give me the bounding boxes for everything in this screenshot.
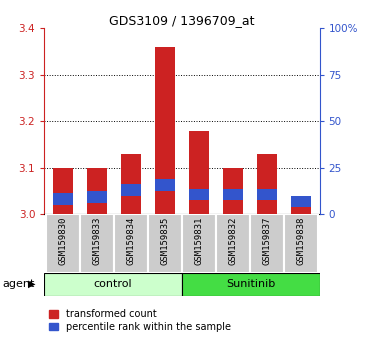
Bar bbox=[121, 154, 141, 214]
Bar bbox=[189, 189, 209, 200]
Bar bbox=[44, 273, 182, 296]
Bar bbox=[155, 47, 175, 214]
Text: Sunitinib: Sunitinib bbox=[226, 279, 275, 289]
Bar bbox=[46, 214, 80, 273]
Bar bbox=[121, 184, 141, 196]
Bar bbox=[250, 214, 284, 273]
Text: GSM159838: GSM159838 bbox=[296, 217, 305, 266]
Bar bbox=[53, 193, 73, 205]
Bar bbox=[223, 189, 243, 200]
Text: GSM159830: GSM159830 bbox=[59, 217, 67, 266]
Bar bbox=[284, 214, 318, 273]
Text: GSM159835: GSM159835 bbox=[161, 217, 169, 266]
Bar bbox=[87, 168, 107, 214]
Bar bbox=[80, 214, 114, 273]
Bar bbox=[114, 214, 148, 273]
Bar bbox=[148, 214, 182, 273]
Bar bbox=[257, 154, 277, 214]
Title: GDS3109 / 1396709_at: GDS3109 / 1396709_at bbox=[109, 14, 254, 27]
Bar bbox=[182, 214, 216, 273]
Legend: transformed count, percentile rank within the sample: transformed count, percentile rank withi… bbox=[49, 309, 231, 332]
Bar bbox=[53, 168, 73, 214]
Bar bbox=[216, 214, 250, 273]
Text: GSM159837: GSM159837 bbox=[262, 217, 271, 266]
Text: agent: agent bbox=[2, 279, 34, 289]
Text: GSM159834: GSM159834 bbox=[126, 217, 136, 266]
Bar bbox=[155, 179, 175, 191]
Bar bbox=[182, 273, 320, 296]
Bar bbox=[291, 196, 311, 207]
Bar bbox=[87, 191, 107, 202]
Bar bbox=[223, 168, 243, 214]
Text: ▶: ▶ bbox=[28, 279, 35, 289]
Text: GSM159832: GSM159832 bbox=[228, 217, 238, 266]
Bar bbox=[189, 131, 209, 214]
Text: GSM159831: GSM159831 bbox=[194, 217, 203, 266]
Text: control: control bbox=[94, 279, 132, 289]
Bar bbox=[291, 205, 311, 214]
Bar bbox=[257, 189, 277, 200]
Text: GSM159833: GSM159833 bbox=[92, 217, 102, 266]
